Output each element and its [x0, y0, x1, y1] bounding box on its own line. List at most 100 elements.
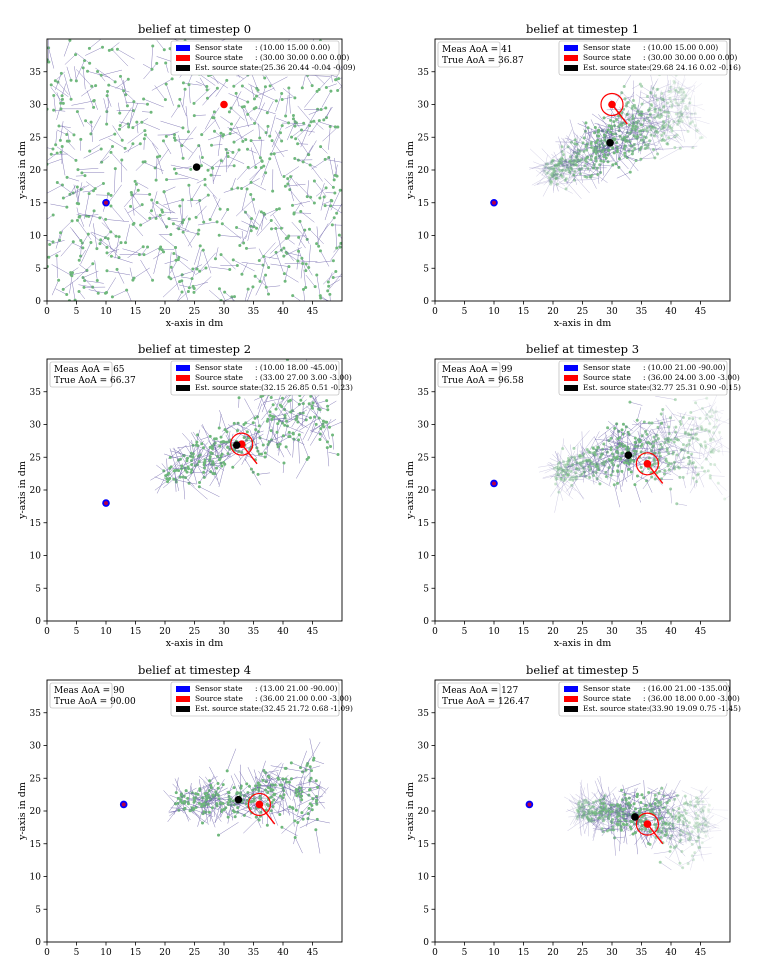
y-tick-label: 35 — [30, 68, 42, 78]
particle-point — [83, 174, 87, 178]
particle-point — [652, 458, 656, 462]
particle-heading — [191, 184, 201, 200]
particle-heading — [667, 440, 685, 451]
particle-heading — [281, 820, 295, 834]
particle-heading — [106, 95, 112, 107]
particle-point — [561, 447, 565, 451]
legend-swatch — [176, 706, 190, 712]
particle-heading — [600, 164, 614, 182]
particle-point — [696, 813, 700, 817]
particle-heading — [273, 799, 291, 815]
particle-heading — [275, 117, 289, 124]
particle-point — [167, 217, 171, 221]
particle-point — [704, 817, 708, 821]
particle-heading — [202, 88, 218, 106]
particle-point — [269, 152, 273, 156]
particle-heading — [591, 159, 597, 169]
particle-point — [198, 269, 202, 273]
particle-heading — [544, 154, 548, 167]
particle-heading — [568, 165, 586, 179]
particle-point — [268, 84, 272, 88]
particle-point — [695, 824, 699, 828]
x-tick-label: 35 — [248, 948, 260, 955]
particle-heading — [695, 402, 710, 423]
particle-heading — [209, 465, 223, 487]
particle-heading — [561, 150, 581, 163]
particle-point — [202, 446, 206, 450]
particle-heading — [50, 87, 64, 104]
particle-point — [110, 295, 114, 299]
particle-heading — [701, 830, 722, 832]
particle-point — [290, 135, 294, 139]
particle-point — [176, 258, 180, 262]
particle-heading — [540, 162, 561, 173]
particle-point — [235, 429, 239, 433]
particle-point — [681, 866, 685, 870]
panel-title: belief at timestep 4 — [138, 663, 251, 677]
aoa-box — [437, 361, 501, 388]
particle-heading — [651, 837, 657, 850]
particle-heading — [657, 419, 669, 441]
particle-point — [188, 809, 192, 813]
particle-heading — [207, 89, 217, 99]
particle-point — [178, 204, 182, 208]
particle-heading — [239, 764, 242, 789]
particle-heading — [671, 109, 686, 129]
particle-point — [197, 460, 201, 464]
particle-heading — [255, 107, 276, 115]
particle-point — [132, 276, 136, 280]
particle-heading — [130, 206, 149, 222]
particle-heading — [202, 804, 219, 810]
particle-point — [584, 156, 588, 160]
particle-heading — [47, 239, 54, 243]
particle-heading — [170, 164, 191, 170]
particle-point — [648, 107, 652, 111]
particle-point — [554, 465, 558, 469]
legend: Sensor state: (10.00 15.00 0.00)Source s… — [170, 40, 355, 76]
particle-point — [592, 819, 596, 823]
particle-heading — [266, 285, 281, 288]
particle-point — [678, 833, 682, 837]
particle-heading — [635, 115, 648, 132]
particle-point — [279, 226, 283, 230]
particle-point — [114, 234, 118, 238]
particle-heading — [302, 145, 314, 162]
particle-heading — [697, 821, 706, 829]
particle-point — [551, 171, 555, 175]
particle-heading — [672, 91, 684, 105]
particle-point — [691, 437, 695, 441]
particle-heading — [333, 276, 342, 278]
particle-point — [314, 422, 318, 426]
particle-heading — [192, 431, 203, 444]
particle-point — [332, 216, 336, 220]
particle-heading — [47, 184, 63, 194]
particle-heading — [665, 803, 684, 817]
particle-heading — [547, 164, 557, 173]
particle-point — [158, 154, 162, 158]
particle-heading — [640, 146, 661, 160]
particle-point — [309, 394, 313, 398]
particle-point — [670, 105, 674, 109]
y-tick-label: 30 — [30, 742, 42, 752]
particle-point — [206, 193, 210, 197]
particle-point — [560, 145, 564, 149]
particle-point — [52, 93, 56, 97]
particle-point — [221, 802, 225, 806]
particle-heading — [674, 824, 684, 840]
particle-point — [684, 94, 688, 98]
particle-heading — [305, 109, 318, 129]
particle-point — [296, 820, 300, 824]
particle-point — [633, 106, 637, 110]
y-tick-label: 5 — [35, 905, 41, 915]
particle-point — [582, 799, 586, 803]
particle-point — [87, 192, 91, 196]
x-tick-label: 40 — [277, 307, 289, 317]
particle-point — [548, 167, 552, 171]
particle-point — [203, 792, 207, 796]
particle-point — [113, 132, 117, 136]
particle-point — [278, 442, 282, 446]
particle-heading — [257, 403, 263, 417]
particle-heading — [557, 469, 571, 474]
particle-point — [333, 191, 337, 195]
